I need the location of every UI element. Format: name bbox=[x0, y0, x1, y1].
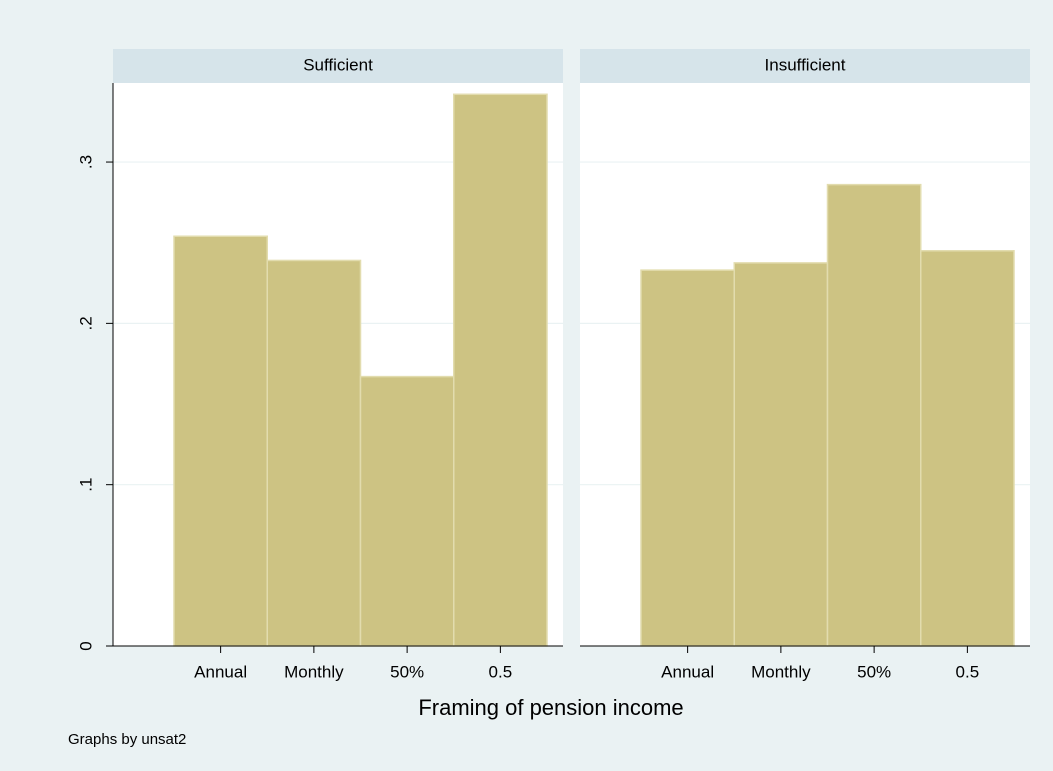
strip bbox=[580, 49, 1030, 83]
y-tick-label: .3 bbox=[76, 155, 95, 169]
x-tick-label: Annual bbox=[194, 662, 247, 681]
panel-title: Insufficient bbox=[765, 55, 846, 74]
bar bbox=[640, 269, 735, 647]
x-tick-label: Monthly bbox=[284, 662, 344, 681]
x-axis-title: Framing of pension income bbox=[418, 695, 683, 720]
x-tick-label: Annual bbox=[661, 662, 714, 681]
x-tick-label: 0.5 bbox=[489, 662, 513, 681]
note: Graphs by unsat2 bbox=[68, 731, 186, 748]
x-tick-label: 50% bbox=[857, 662, 891, 681]
y-tick-label: .1 bbox=[76, 478, 95, 492]
bar bbox=[266, 259, 362, 647]
bar bbox=[826, 183, 922, 647]
bar bbox=[359, 375, 455, 647]
bar bbox=[920, 250, 1015, 647]
y-tick-label: .2 bbox=[76, 316, 95, 330]
bar bbox=[453, 93, 548, 647]
bar bbox=[173, 235, 268, 647]
strip bbox=[113, 49, 563, 83]
x-tick-label: 50% bbox=[390, 662, 424, 681]
x-tick-label: 0.5 bbox=[956, 662, 980, 681]
bar bbox=[733, 262, 829, 647]
panel-title: Sufficient bbox=[303, 55, 373, 74]
x-tick-label: Monthly bbox=[751, 662, 811, 681]
y-tick-label: 0 bbox=[76, 641, 95, 650]
